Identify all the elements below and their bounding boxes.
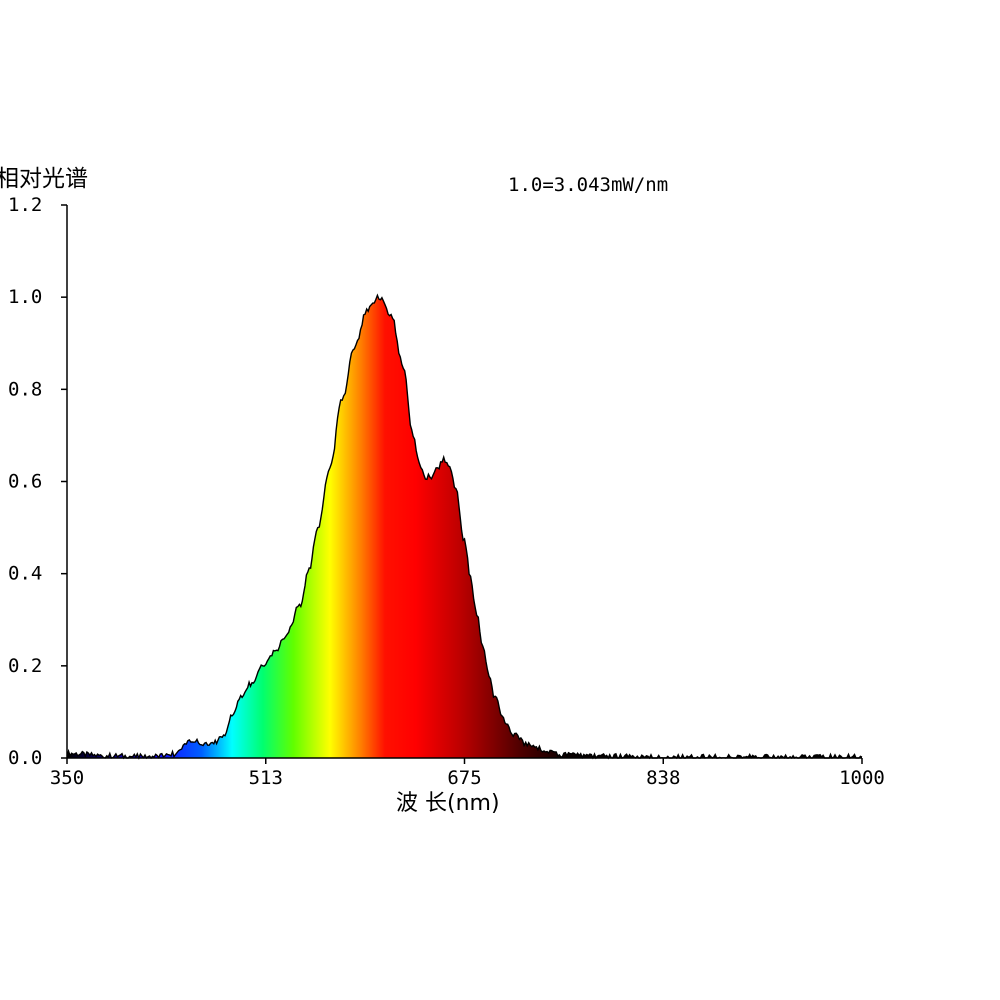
y-tick-label: 0.2 [8, 655, 42, 677]
plot-area [66, 293, 863, 760]
y-tick-label: 0.4 [8, 563, 42, 585]
y-tick-label: 1.2 [8, 194, 42, 216]
y-tick-label: 0.6 [8, 471, 42, 493]
y-axis-label: 相对光谱 [0, 166, 88, 192]
spectrum-series-line [66, 293, 863, 760]
x-tick-label: 838 [646, 767, 680, 789]
y-tick-label: 0.8 [8, 378, 42, 400]
x-tick-label: 675 [447, 767, 481, 789]
x-ticks: 350 513 675 838 1000 [50, 758, 885, 789]
x-axis-label: 波 长(nm) [396, 791, 500, 816]
x-tick-label: 513 [249, 767, 283, 789]
y-ticks: 0.0 0.2 0.4 0.6 0.8 1.0 1.2 [8, 194, 67, 769]
y-tick-label: 1.0 [8, 286, 42, 308]
spectrum-area [67, 295, 862, 758]
x-tick-label: 350 [50, 767, 84, 789]
x-tick-label: 1000 [839, 767, 885, 789]
scale-annotation: 1.0=3.043mW/nm [508, 174, 668, 196]
y-tick-label: 0.0 [8, 747, 42, 769]
